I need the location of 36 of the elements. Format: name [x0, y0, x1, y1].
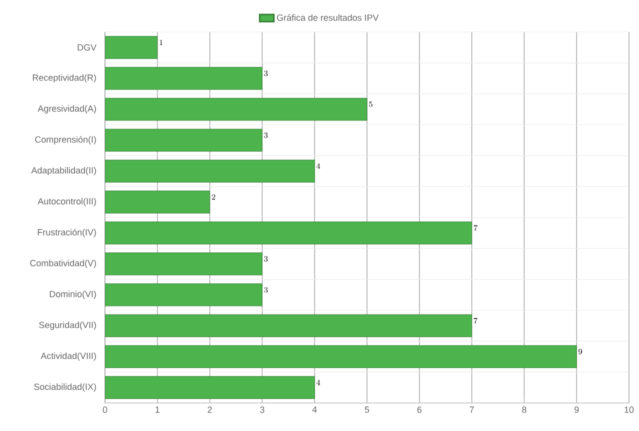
- x-tick-label: 3: [260, 406, 264, 413]
- bar: [105, 128, 262, 152]
- bar: [105, 222, 472, 244]
- bar: [105, 314, 472, 338]
- x-tick-label: 8: [522, 406, 526, 413]
- x-tick-label: 10: [624, 406, 634, 413]
- y-tick-label: DGV: [78, 44, 96, 51]
- x-tick-label: 6: [417, 406, 422, 413]
- bar: [105, 283, 262, 306]
- y-tick-label: Seguridad(VII): [39, 322, 96, 330]
- x-tick-label: 5: [364, 406, 370, 413]
- x-tick-label: 7: [470, 406, 474, 413]
- x-tick-label: 2: [208, 406, 212, 413]
- legend-label: Gráfica de resultados IPV: [277, 14, 379, 21]
- bar: [105, 376, 315, 399]
- bar: [105, 345, 577, 368]
- y-tick-label: Adaptabilidad(II): [31, 166, 96, 176]
- bar: [105, 160, 315, 183]
- bar: [105, 66, 262, 90]
- y-tick-label: Autocontrol(III): [38, 198, 96, 206]
- y-tick-label: Agresividad(A): [38, 105, 96, 114]
- x-tick-label: 0: [102, 406, 108, 413]
- bar: [105, 36, 158, 59]
- y-tick-label: Actividad(VIII): [40, 352, 96, 361]
- bar: [105, 252, 262, 276]
- y-tick-label: Receptividad(R): [32, 74, 96, 83]
- bar: [105, 98, 368, 121]
- y-tick-label: Combatividad(V): [30, 260, 96, 268]
- x-tick-label: 1: [156, 406, 160, 413]
- y-tick-label: Comprensión(I): [35, 136, 96, 144]
- bar: [105, 190, 210, 214]
- y-tick-label: Frustración(IV): [38, 228, 96, 238]
- x-tick-label: 9: [574, 406, 579, 413]
- x-tick-label: 4: [312, 406, 317, 413]
- y-tick-label: Dominio(VI): [50, 290, 96, 299]
- y-tick-label: Sociabilidad(IX): [34, 383, 96, 392]
